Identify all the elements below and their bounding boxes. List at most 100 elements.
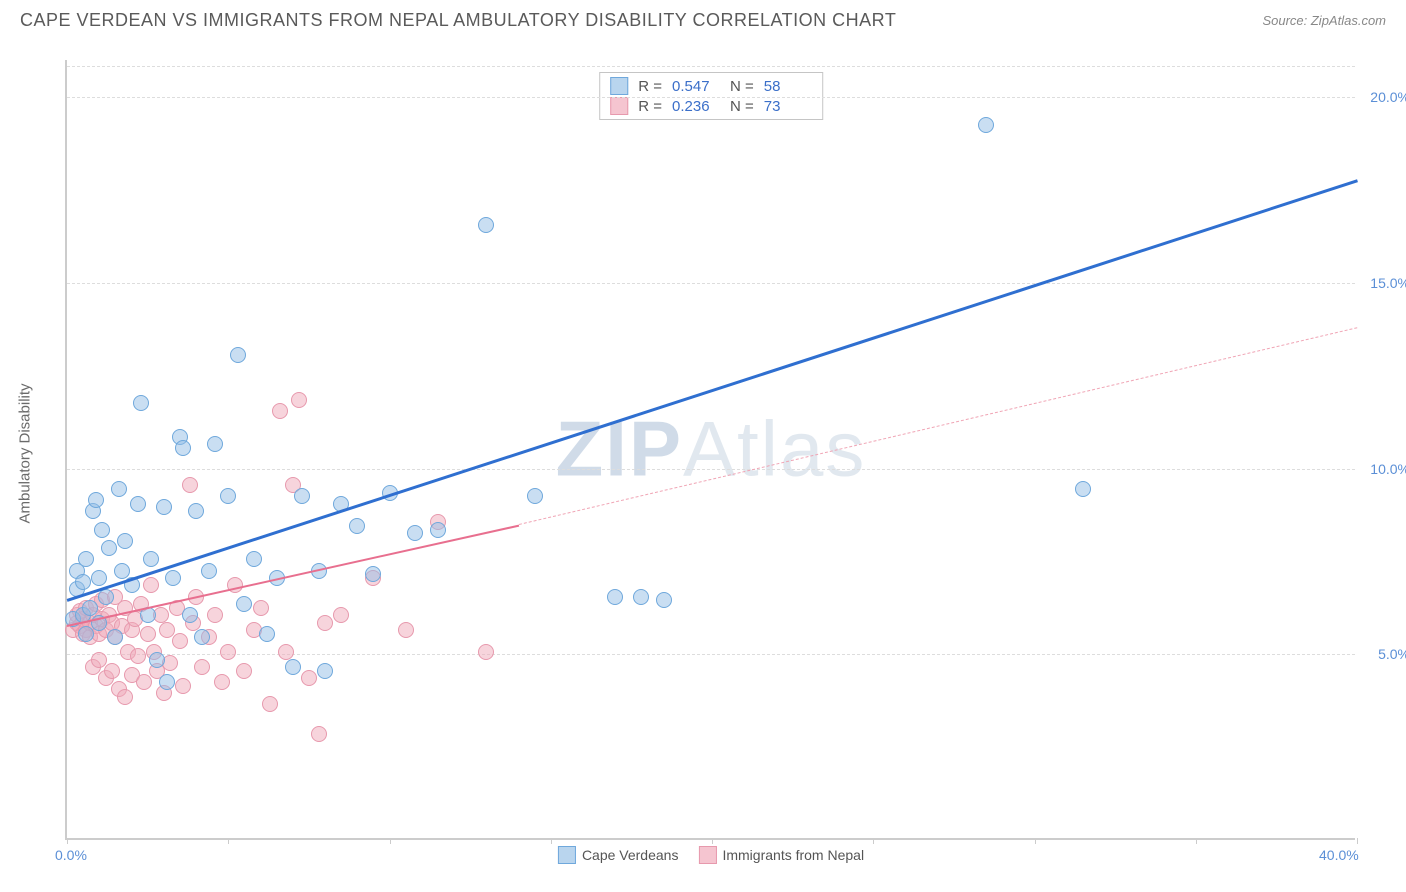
scatter-point — [101, 540, 117, 556]
x-tick — [228, 838, 229, 844]
chart-header: CAPE VERDEAN VS IMMIGRANTS FROM NEPAL AM… — [0, 0, 1406, 39]
series-legend: Cape Verdeans Immigrants from Nepal — [558, 846, 864, 864]
scatter-point — [117, 533, 133, 549]
watermark: ZIPAtlas — [556, 404, 867, 495]
scatter-point — [182, 607, 198, 623]
stat-value-r: 0.547 — [672, 78, 720, 95]
series-swatch — [610, 77, 628, 95]
x-tick-label: 0.0% — [55, 847, 87, 863]
scatter-point — [365, 566, 381, 582]
legend-item: Cape Verdeans — [558, 846, 679, 864]
scatter-point — [285, 659, 301, 675]
trend-line-blue — [67, 179, 1358, 601]
scatter-point — [133, 395, 149, 411]
scatter-point — [317, 615, 333, 631]
x-tick — [712, 838, 713, 844]
scatter-point — [194, 659, 210, 675]
stat-label-r: R = — [638, 98, 662, 115]
scatter-point — [311, 726, 327, 742]
scatter-point — [633, 589, 649, 605]
scatter-point — [253, 600, 269, 616]
y-axis-label: Ambulatory Disability — [17, 383, 34, 523]
x-tick — [390, 838, 391, 844]
scatter-point — [149, 652, 165, 668]
scatter-point — [88, 492, 104, 508]
scatter-point — [430, 522, 446, 538]
scatter-point — [94, 522, 110, 538]
scatter-point — [82, 600, 98, 616]
grid-line — [67, 283, 1355, 284]
scatter-point — [175, 440, 191, 456]
watermark-zip: ZIP — [556, 405, 683, 493]
scatter-point — [272, 403, 288, 419]
stats-row: R =0.236N =73 — [610, 97, 812, 115]
scatter-point — [130, 496, 146, 512]
scatter-point — [301, 670, 317, 686]
scatter-point — [194, 629, 210, 645]
scatter-point — [140, 626, 156, 642]
scatter-point — [214, 674, 230, 690]
x-tick — [67, 838, 68, 844]
scatter-point — [107, 629, 123, 645]
scatter-point — [78, 626, 94, 642]
scatter-point — [98, 589, 114, 605]
trend-line-pink-dash — [518, 327, 1357, 525]
scatter-point — [246, 551, 262, 567]
x-tick — [1196, 838, 1197, 844]
scatter-point — [1075, 481, 1091, 497]
scatter-point — [172, 633, 188, 649]
stats-legend-box: R =0.547N =58R =0.236N =73 — [599, 72, 823, 120]
scatter-point — [220, 488, 236, 504]
scatter-point — [478, 217, 494, 233]
scatter-point — [291, 392, 307, 408]
scatter-point — [978, 117, 994, 133]
scatter-point — [236, 663, 252, 679]
x-tick — [1357, 838, 1358, 844]
stat-value-n: 73 — [764, 98, 812, 115]
scatter-point — [130, 648, 146, 664]
scatter-point — [236, 596, 252, 612]
scatter-point — [159, 674, 175, 690]
scatter-point — [656, 592, 672, 608]
y-tick-label: 15.0% — [1370, 275, 1406, 291]
x-tick — [1035, 838, 1036, 844]
stat-label-r: R = — [638, 78, 662, 95]
scatter-point — [201, 563, 217, 579]
scatter-point — [294, 488, 310, 504]
series-swatch — [558, 846, 576, 864]
scatter-point — [317, 663, 333, 679]
scatter-point — [262, 696, 278, 712]
legend-label: Immigrants from Nepal — [722, 847, 864, 863]
scatter-point — [143, 577, 159, 593]
source-attribution: Source: ZipAtlas.com — [1262, 13, 1386, 28]
scatter-point — [188, 503, 204, 519]
trend-line-pink — [67, 524, 519, 626]
grid-line — [67, 66, 1355, 67]
scatter-point — [114, 563, 130, 579]
series-swatch — [610, 97, 628, 115]
scatter-point — [230, 347, 246, 363]
scatter-point — [91, 570, 107, 586]
scatter-point — [78, 551, 94, 567]
scatter-point — [349, 518, 365, 534]
scatter-point — [407, 525, 423, 541]
stat-value-r: 0.236 — [672, 98, 720, 115]
chart-container: Ambulatory Disability ZIPAtlas R =0.547N… — [55, 50, 1385, 840]
scatter-point — [207, 607, 223, 623]
scatter-point — [278, 644, 294, 660]
plot-area: ZIPAtlas R =0.547N =58R =0.236N =73 Cape… — [65, 60, 1355, 840]
scatter-point — [182, 477, 198, 493]
y-tick-label: 10.0% — [1370, 461, 1406, 477]
scatter-point — [220, 644, 236, 660]
scatter-point — [165, 570, 181, 586]
scatter-point — [607, 589, 623, 605]
x-tick — [551, 838, 552, 844]
scatter-point — [143, 551, 159, 567]
series-swatch — [698, 846, 716, 864]
stat-value-n: 58 — [764, 78, 812, 95]
scatter-point — [333, 607, 349, 623]
legend-label: Cape Verdeans — [582, 847, 679, 863]
scatter-point — [156, 499, 172, 515]
x-tick — [873, 838, 874, 844]
grid-line — [67, 97, 1355, 98]
